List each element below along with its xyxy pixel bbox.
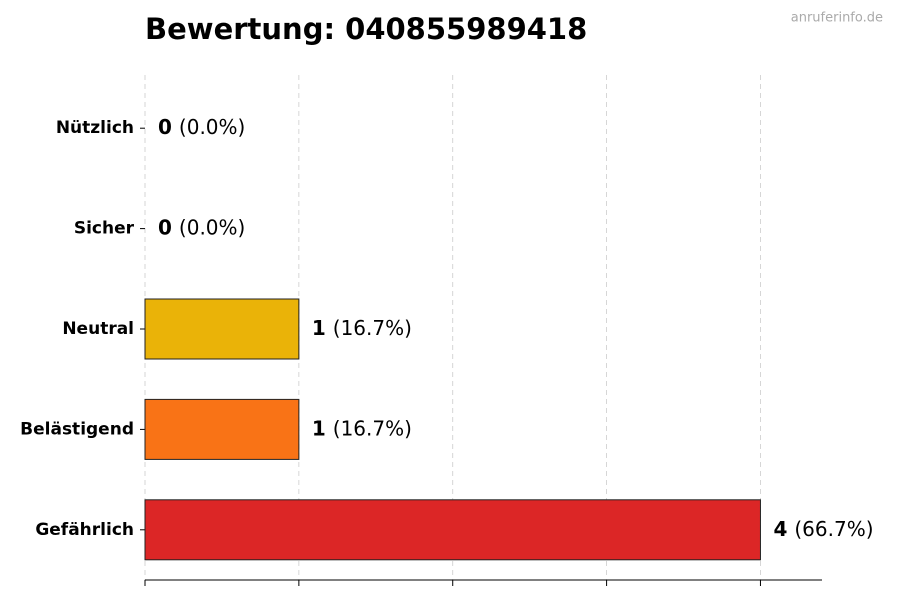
value-share: (16.7%) [333,416,412,440]
bar [144,398,300,460]
value-label: 1 (16.7%) [312,316,412,340]
value-label: 1 (16.7%) [312,416,412,440]
value-share: (16.7%) [333,316,412,340]
y-tick-label: Belästigend [20,419,134,439]
chart-title: Bewertung: 040855989418 [145,12,587,46]
value-share: (0.0%) [179,115,245,139]
y-tick-label: Sicher [74,219,135,239]
value-label: 0 (0.0%) [158,215,245,239]
watermark: anruferinfo.de [791,11,883,26]
bar [144,298,300,360]
value-label: 4 (66.7%) [773,516,873,540]
value-share: (0.0%) [179,215,245,239]
value-number: 4 [773,516,787,540]
y-tick-label: Gefährlich [35,520,134,540]
y-tick-label: Nützlich [56,118,134,138]
value-number: 1 [312,316,326,340]
value-share: (66.7%) [794,516,873,540]
value-number: 0 [158,115,172,139]
value-label: 0 (0.0%) [158,115,245,139]
value-number: 0 [158,215,172,239]
y-tick-label: Neutral [62,319,134,339]
bar [144,499,761,561]
value-number: 1 [312,416,326,440]
